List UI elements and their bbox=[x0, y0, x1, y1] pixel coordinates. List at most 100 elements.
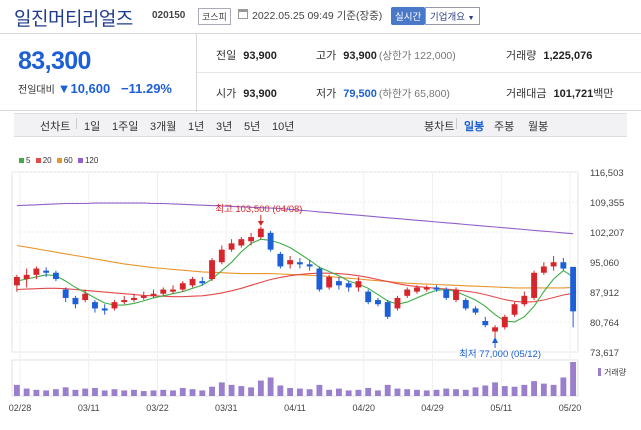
candle-body bbox=[326, 276, 333, 288]
tab-10years[interactable]: 10년 bbox=[272, 121, 295, 133]
tab-daily[interactable]: 일봉 bbox=[464, 121, 485, 133]
tab-line-chart[interactable]: 선차트 bbox=[40, 121, 71, 133]
low-value: 79,500 bbox=[343, 88, 377, 100]
candle-body bbox=[257, 228, 264, 238]
tab-monthly[interactable]: 월봉 bbox=[528, 121, 549, 133]
volume-bar bbox=[550, 384, 557, 396]
volume-bar bbox=[111, 389, 118, 396]
volume-bar bbox=[150, 390, 157, 396]
volume-bar bbox=[365, 387, 372, 396]
ma120-line bbox=[16, 202, 574, 235]
down-arrow-icon: ▼ bbox=[57, 81, 71, 96]
volume-bar bbox=[13, 384, 20, 396]
candle-body bbox=[531, 272, 538, 298]
candle-body bbox=[189, 279, 196, 286]
tab-1day[interactable]: 1일 bbox=[84, 121, 101, 133]
candle-body bbox=[521, 295, 528, 305]
volume-bar bbox=[82, 388, 89, 396]
y-tick-label: 95,060 bbox=[590, 258, 619, 269]
volume-bar bbox=[375, 390, 381, 396]
candle-body bbox=[375, 300, 381, 305]
ma120-label: 120 bbox=[84, 156, 99, 165]
volume-bar bbox=[384, 384, 391, 396]
candle-body bbox=[13, 276, 20, 286]
candle-body bbox=[365, 291, 372, 303]
amount-value: 101,721 bbox=[553, 88, 594, 100]
low-label: 저가 bbox=[316, 88, 337, 100]
tab-1year[interactable]: 1년 bbox=[188, 121, 205, 133]
x-tick-label: 05/20 bbox=[559, 403, 582, 413]
volume-bar bbox=[472, 387, 479, 396]
volume-bar bbox=[335, 388, 342, 396]
candle-body bbox=[453, 289, 459, 301]
current-price: 83,300 bbox=[18, 47, 91, 75]
ma60-label: 60 bbox=[63, 156, 73, 165]
low-annotation: 최저 77,000 (05/12) bbox=[459, 349, 541, 360]
tab-weekly[interactable]: 주봉 bbox=[494, 121, 515, 133]
candle-body bbox=[121, 300, 128, 303]
volume-bar bbox=[492, 382, 498, 396]
x-tick-label: 04/20 bbox=[352, 403, 375, 413]
chevron-down-icon: ▼ bbox=[467, 15, 475, 22]
y-tick-label: 80,764 bbox=[590, 318, 619, 329]
volume-bar bbox=[482, 385, 489, 396]
tab-3months[interactable]: 3개월 bbox=[150, 121, 177, 133]
volume-bar bbox=[326, 389, 333, 396]
high-label: 고가 bbox=[316, 50, 337, 62]
volume-bar bbox=[23, 388, 30, 396]
open-value: 93,900 bbox=[243, 88, 277, 100]
candle-body bbox=[277, 253, 284, 267]
ma-legend: 5 20 60 120 bbox=[16, 156, 98, 165]
candle-body bbox=[433, 287, 440, 290]
volume-bar bbox=[92, 387, 98, 396]
volume-bar bbox=[228, 384, 235, 396]
market-badge: 코스피 bbox=[198, 8, 231, 25]
volume-bar bbox=[160, 389, 167, 396]
x-tick-label: 03/11 bbox=[78, 403, 100, 413]
volume-bar bbox=[296, 388, 303, 396]
candle-body bbox=[33, 268, 40, 275]
tab-1week[interactable]: 1주일 bbox=[112, 121, 139, 133]
volume-bar bbox=[287, 387, 294, 396]
stock-name[interactable]: 일진머티리얼즈 bbox=[14, 9, 133, 30]
volume-bar bbox=[414, 389, 420, 396]
volume-bar bbox=[33, 389, 40, 396]
realtime-button[interactable]: 실시간 bbox=[391, 7, 426, 25]
candle-body bbox=[218, 249, 225, 263]
volume-bar bbox=[560, 377, 567, 396]
volume-bar bbox=[433, 389, 440, 396]
ma60-swatch bbox=[56, 158, 62, 163]
x-tick-label: 04/29 bbox=[421, 403, 444, 413]
volume-bar bbox=[170, 390, 176, 396]
candle-body bbox=[472, 308, 479, 313]
candle-body bbox=[355, 281, 362, 288]
volume-bar bbox=[531, 381, 538, 396]
company-info-dropdown[interactable]: 기업개요 ▼ bbox=[425, 7, 480, 25]
y-tick-label: 116,503 bbox=[590, 168, 624, 179]
tab-3years[interactable]: 3년 bbox=[216, 121, 233, 133]
calendar-icon bbox=[238, 9, 248, 19]
volume-bar bbox=[131, 389, 137, 396]
volume-bar bbox=[248, 387, 255, 396]
prev-close-value: 93,900 bbox=[243, 50, 277, 62]
candle-body bbox=[248, 237, 255, 242]
volume-bar bbox=[62, 387, 69, 396]
divider bbox=[196, 34, 197, 112]
amount-cell: 거래대금 101,721백만 bbox=[506, 85, 614, 101]
candle-body bbox=[570, 266, 577, 312]
volume-bar bbox=[101, 390, 108, 396]
tab-candle-chart[interactable]: 봉차트 bbox=[424, 121, 455, 133]
tab-5years[interactable]: 5년 bbox=[244, 121, 261, 133]
open-cell: 시가 93,900 bbox=[216, 85, 277, 101]
ma5-swatch bbox=[19, 158, 24, 163]
candle-body bbox=[287, 260, 294, 265]
volume-bar bbox=[316, 384, 323, 396]
volume-bar bbox=[443, 388, 450, 396]
volume-bar bbox=[345, 390, 352, 396]
change-value: 10,600 bbox=[70, 81, 111, 96]
ma120-swatch bbox=[77, 158, 83, 163]
ma5-label: 5 bbox=[26, 156, 31, 165]
candle-body bbox=[43, 270, 50, 273]
volume-bar bbox=[199, 390, 206, 396]
